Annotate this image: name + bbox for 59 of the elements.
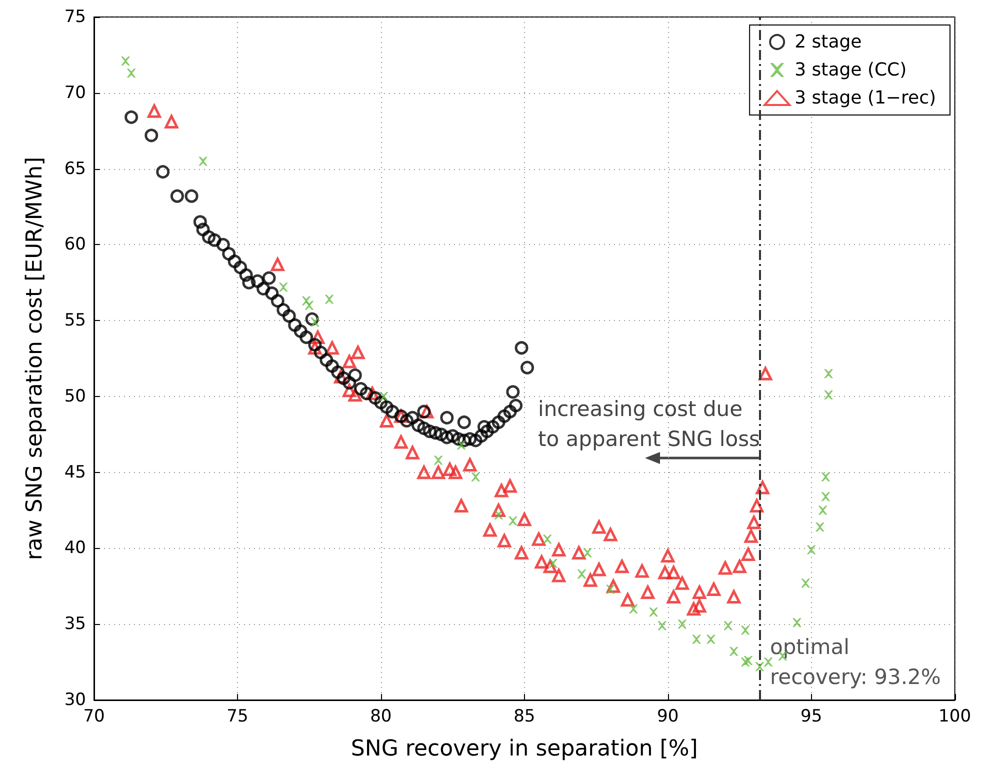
- y-axis-title: raw SNG separation cost [EUR/MWh]: [22, 156, 48, 560]
- annotation: increasing cost due to apparent SNG loss: [538, 397, 760, 451]
- x-tick-label: 100: [938, 706, 972, 726]
- point: [542, 534, 552, 544]
- point: [304, 300, 314, 310]
- y-tick-label: 70: [64, 82, 86, 103]
- point: [577, 570, 586, 579]
- point: [692, 634, 702, 644]
- point: [824, 390, 834, 400]
- y-tick-label: 75: [64, 7, 86, 27]
- y-tick-label: 65: [64, 158, 86, 179]
- y-tick-label: 55: [64, 310, 86, 331]
- x-axis-title: SNG recovery in separation [%]: [350, 736, 698, 762]
- point: [729, 646, 738, 656]
- point: [121, 56, 130, 66]
- y-tick-label: 30: [64, 690, 86, 710]
- point: [801, 578, 810, 588]
- point: [126, 68, 136, 78]
- point: [678, 620, 687, 629]
- x-tick-label: 80: [370, 706, 392, 726]
- y-tick-label: 50: [64, 386, 86, 406]
- x-tick-label: 85: [514, 706, 536, 726]
- y-tick-label: 60: [64, 234, 86, 255]
- point: [508, 516, 518, 526]
- ref-line-label: optimal recovery: 93.2%: [770, 635, 941, 689]
- point: [806, 545, 816, 554]
- x-tick-label: 75: [226, 706, 248, 726]
- point: [471, 472, 480, 482]
- point: [278, 282, 288, 292]
- y-tick-label: 40: [64, 538, 86, 558]
- point: [649, 607, 658, 616]
- point: [824, 369, 834, 378]
- point: [818, 506, 828, 515]
- x-tick-label: 70: [83, 706, 105, 726]
- point: [628, 604, 638, 614]
- point: [792, 618, 802, 628]
- x-tick-label: 95: [800, 706, 822, 726]
- point: [821, 492, 830, 502]
- point: [821, 472, 830, 482]
- point: [324, 294, 334, 304]
- legend-label: 2 stage: [794, 32, 862, 52]
- point: [744, 656, 753, 666]
- point: [724, 621, 733, 630]
- point: [198, 156, 208, 166]
- y-tick-label: 45: [64, 462, 86, 482]
- point: [494, 510, 504, 520]
- point: [755, 662, 764, 672]
- point: [706, 634, 716, 644]
- point: [434, 456, 443, 465]
- x-tick-label: 90: [657, 706, 679, 726]
- point: [658, 621, 667, 630]
- legend-label: 3 stage (1−rec): [794, 88, 936, 108]
- point: [583, 548, 592, 558]
- point: [764, 658, 773, 667]
- point: [379, 392, 388, 401]
- y-tick-label: 35: [64, 614, 86, 634]
- point: [740, 626, 750, 635]
- point: [815, 522, 824, 532]
- legend-label: 3 stage (CC): [794, 60, 907, 80]
